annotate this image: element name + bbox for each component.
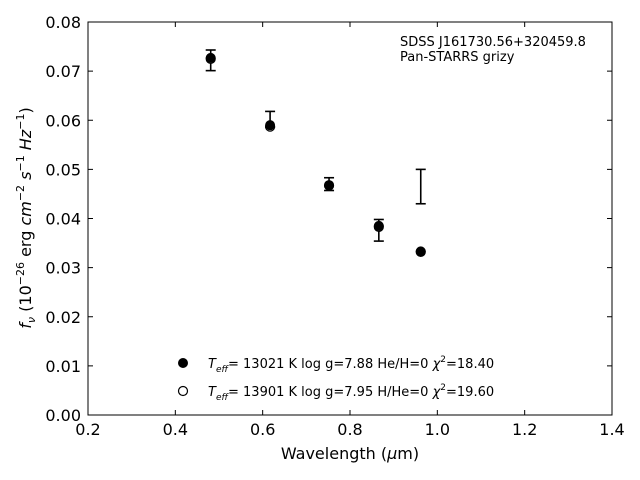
legend-entry-2: Teff= 13901 K log g=7.95 H/He=0 χ2=19.60 [208,383,494,403]
y-tick-label: 0.00 [45,406,81,425]
x-tick-label: 1.2 [512,420,537,439]
model-point-filled [205,52,216,63]
y-axis-label: fν (10−26 erg cm−2 s−1 Hz−1) [14,107,38,328]
y-tick-label: 0.04 [45,210,81,229]
x-tick-label: 0.4 [163,420,188,439]
x-tick-label: 0.8 [337,420,362,439]
x-tick-label: 1.0 [425,420,450,439]
legend-marker-filled [178,358,188,368]
x-tick-label: 0.6 [250,420,275,439]
plot-area [87,21,613,416]
x-tick-label: 1.4 [599,420,624,439]
annotation-survey: Pan-STARRS grizy [400,50,515,65]
x-axis-ticks: 0.2 0.4 0.6 0.8 1.0 1.2 1.4 [75,22,625,439]
legend: Teff= 13021 K log g=7.88 He/H=0 χ2=18.40… [177,355,494,403]
annotation-object-name: SDSS J161730.56+320459.8 [400,35,586,50]
x-tick-label: 0.2 [75,420,100,439]
legend-entry-1: Teff= 13021 K log g=7.88 He/H=0 χ2=18.40 [208,355,494,375]
y-tick-label: 0.02 [45,308,81,327]
x-axis-label: Wavelength (μm) [281,444,419,463]
model-point-filled [265,120,276,131]
y-tick-label: 0.07 [45,62,81,81]
legend-marker-open [177,385,189,397]
model-point-filled [373,220,384,231]
y-tick-label: 0.03 [45,259,81,278]
y-tick-label: 0.08 [45,13,81,32]
model-point-filled [324,180,335,191]
y-tick-label: 0.06 [45,111,81,130]
model-filled-markers [205,52,426,257]
y-tick-label: 0.05 [45,160,81,179]
y-axis-ticks: 0.00 0.01 0.02 0.03 0.04 0.05 0.06 0.07 0.08 [45,13,612,425]
y-tick-label: 0.01 [45,357,81,376]
model-point-filled [415,246,426,257]
